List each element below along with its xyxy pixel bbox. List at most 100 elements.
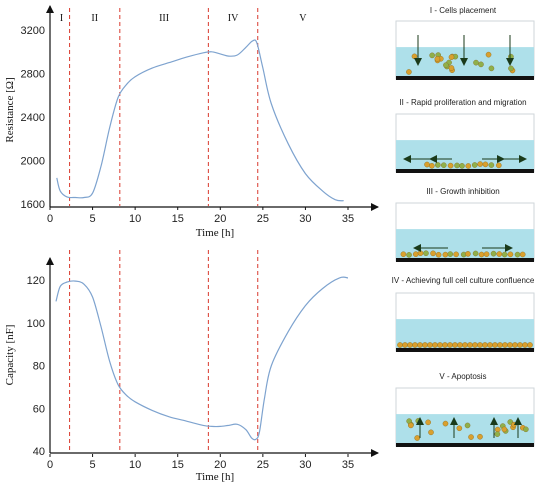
cell <box>487 342 493 348</box>
x-tick-label: 35 <box>342 459 354 471</box>
y-tick-label: 120 <box>27 275 45 287</box>
cell <box>482 161 489 168</box>
cell <box>422 342 428 348</box>
y-tick-label: 2000 <box>21 156 45 168</box>
cell <box>447 342 453 348</box>
cell <box>507 251 514 258</box>
cell <box>508 53 514 60</box>
cell <box>440 162 447 168</box>
y-tick-label: 60 <box>33 403 45 415</box>
cell <box>400 251 407 258</box>
stage-title: IV - Achieving full cell culture conflue… <box>392 276 535 285</box>
culture-medium <box>396 47 534 79</box>
cell <box>477 433 483 440</box>
cell <box>468 434 474 440</box>
cell <box>523 426 529 433</box>
cell <box>496 162 502 169</box>
cell <box>492 342 498 348</box>
y-tick-label: 2400 <box>21 112 45 124</box>
cell <box>435 162 441 168</box>
cell <box>432 342 438 348</box>
cell <box>465 251 471 257</box>
cell <box>483 251 490 257</box>
cell <box>417 342 423 348</box>
cell <box>512 342 518 348</box>
cell <box>412 342 418 348</box>
x-tick-label: 20 <box>214 459 226 471</box>
cell <box>430 250 436 257</box>
cell <box>488 65 495 72</box>
cell <box>508 65 514 72</box>
cell <box>514 251 521 258</box>
cell <box>425 419 431 426</box>
cell <box>423 250 429 257</box>
cell <box>490 250 497 257</box>
x-tick-label: 25 <box>257 213 269 225</box>
y-tick-label: 3200 <box>21 25 45 37</box>
y-tick-label: 2800 <box>21 69 45 81</box>
cell <box>429 162 435 169</box>
y-tick-label: 40 <box>33 446 45 458</box>
cell <box>488 162 495 168</box>
cell <box>527 342 533 348</box>
x-tick-label: 0 <box>47 213 53 225</box>
y-tick-label: 100 <box>27 318 45 330</box>
cell <box>448 54 455 60</box>
cell <box>427 342 433 348</box>
y-tick-label: 80 <box>33 361 45 373</box>
substrate <box>396 258 534 262</box>
cell <box>464 422 471 429</box>
cell <box>501 251 508 258</box>
cell <box>447 251 454 257</box>
cell <box>437 342 443 348</box>
substrate <box>396 169 534 173</box>
stage-title: V - Apoptosis <box>439 372 486 381</box>
cell <box>473 59 479 66</box>
cell <box>485 51 492 58</box>
x-axis-title: Time [h] <box>196 227 234 239</box>
cell <box>471 162 478 168</box>
cell <box>453 251 459 258</box>
cell <box>497 342 503 348</box>
x-tick-label: 15 <box>172 213 184 225</box>
phase-label: I <box>60 13 63 24</box>
stage-5: V - Apoptosis <box>395 372 535 447</box>
x-tick-label: 5 <box>90 213 96 225</box>
cell <box>406 69 412 75</box>
cell <box>501 426 508 433</box>
x-tick-label: 30 <box>299 459 311 471</box>
cell <box>442 251 449 258</box>
cell <box>472 250 479 257</box>
cell <box>478 61 484 68</box>
cell <box>443 62 449 68</box>
cell <box>407 342 413 348</box>
cell <box>424 161 430 168</box>
cell <box>519 251 526 258</box>
cell <box>434 56 441 62</box>
cell <box>402 342 408 348</box>
cell <box>397 342 403 348</box>
x-tick-label: 0 <box>47 459 53 471</box>
stage-title: II - Rapid proliferation and migration <box>399 98 526 107</box>
stage-title: I - Cells placement <box>430 6 497 15</box>
cell <box>517 342 523 348</box>
capacity-chart: 0 5 10 15 20 25 30 35 40 60 80 100 120 Time [h] Cap… <box>4 250 379 483</box>
x-tick-label: 25 <box>257 459 269 471</box>
y-axis-title: Capacity [nF] <box>4 325 16 386</box>
resistance-series-line <box>56 39 344 202</box>
substrate <box>396 348 534 352</box>
x-tick-label: 10 <box>129 213 141 225</box>
phase-label: V <box>299 13 307 24</box>
cell <box>477 161 483 167</box>
capacity-series-line <box>55 276 349 441</box>
cell <box>429 52 435 59</box>
cell <box>465 163 472 169</box>
cell <box>494 431 501 437</box>
cell <box>417 250 424 257</box>
cell <box>448 65 455 71</box>
stage-title: III - Growth inhibition <box>426 187 499 196</box>
x-tick-label: 30 <box>299 213 311 225</box>
phase-label: II <box>91 13 98 24</box>
cell <box>411 53 418 60</box>
